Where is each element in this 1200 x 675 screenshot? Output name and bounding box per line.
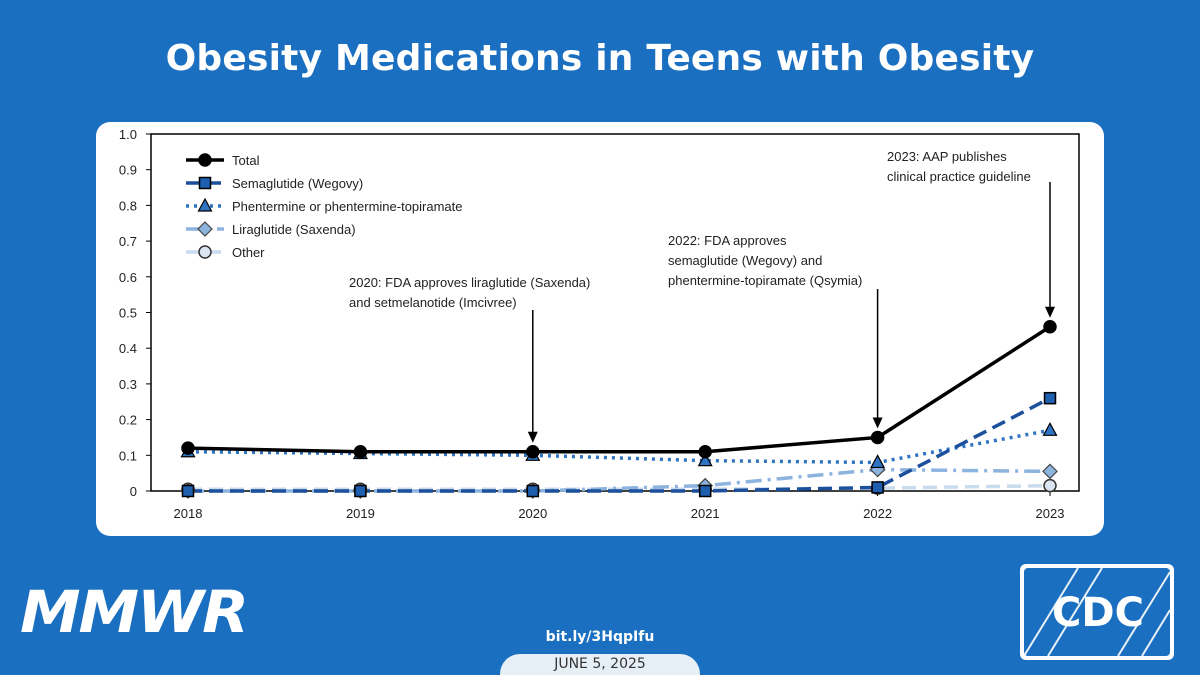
- short-link[interactable]: bit.ly/3HqpIfu: [545, 629, 655, 645]
- x-tick-label: 2022: [863, 506, 892, 521]
- data-point: [870, 454, 886, 469]
- y-tick-label: 0.8: [119, 198, 137, 213]
- legend-marker: [198, 176, 212, 190]
- data-point: [871, 481, 884, 494]
- series-line: [188, 483, 1051, 491]
- page-title: Obesity Medications in Teens with Obesit…: [165, 38, 1035, 79]
- data-point: [353, 444, 368, 459]
- annotation-text: semaglutide (Wegovy) and: [668, 253, 822, 268]
- legend-marker: [198, 153, 212, 167]
- cdc-logo-text: CDC: [1052, 590, 1144, 636]
- data-point: [698, 484, 712, 498]
- x-tick-label: 2019: [346, 506, 375, 521]
- series-line: [188, 467, 1051, 493]
- series-line: [187, 325, 1051, 454]
- annotation-text: 2022: FDA approves: [668, 233, 787, 248]
- annotation-text: 2023: AAP publishes: [887, 149, 1007, 164]
- date-tab: [500, 654, 700, 675]
- legend-label: Phentermine or phentermine-topiramate: [232, 199, 463, 214]
- chart-card: 0 0.1 0.2 0.3 0.4 0.5 0.6 0.7 0.8 0.9 1.0 2018 2019 2…: [96, 122, 1104, 536]
- data-point: [526, 484, 540, 498]
- y-tick-label: 1.0: [119, 127, 137, 142]
- annotation-text: and setmelanotide (Imcivree): [349, 295, 517, 310]
- y-tick-label: 0.9: [119, 163, 137, 178]
- y-tick-label: 0.4: [119, 341, 137, 356]
- series-line: [187, 428, 1051, 465]
- y-tick-label: 0.2: [119, 413, 137, 428]
- annotation-text: phentermine-topiramate (Qsymia): [668, 273, 862, 288]
- line-chart: 0 0.1 0.2 0.3 0.4 0.5 0.6 0.7 0.8 0.9 1.0 2018 2019 2…: [119, 127, 1080, 521]
- y-tick-label: 0.6: [119, 270, 137, 285]
- data-point: [1043, 391, 1057, 405]
- y-tick-label: 0.3: [119, 377, 137, 392]
- y-tick-label: 0.5: [119, 306, 137, 321]
- data-point: [354, 484, 367, 498]
- publication-date: JUNE 5, 2025: [554, 656, 646, 672]
- data-point: [181, 484, 195, 498]
- x-tick-label: 2023: [1036, 506, 1065, 521]
- data-point: [697, 452, 713, 467]
- data-point: [870, 430, 885, 445]
- y-tick-label: 0.7: [119, 234, 137, 249]
- annotation-arrowhead: [1045, 306, 1055, 318]
- data-point: [181, 441, 195, 455]
- legend-marker: [197, 197, 213, 212]
- annotation-text: clinical practice guideline: [887, 169, 1031, 184]
- legend-label: Semaglutide (Wegovy): [232, 176, 363, 191]
- x-tick-label: 2021: [691, 506, 720, 521]
- y-tick-label: 0.1: [119, 448, 137, 463]
- annotation-text: 2020: FDA approves liraglutide (Saxenda): [349, 275, 590, 290]
- data-point: [1042, 463, 1058, 480]
- legend-label: Liraglutide (Saxenda): [232, 222, 356, 237]
- legend-label: Total: [232, 153, 260, 168]
- mmwr-logo: MMWR: [20, 578, 249, 646]
- data-point: [698, 444, 712, 459]
- legend-marker: [197, 221, 213, 237]
- x-tick-label: 2018: [174, 506, 203, 521]
- annotation-arrowhead: [872, 417, 883, 429]
- legend-label: Other: [232, 245, 265, 260]
- series-line: [188, 396, 1051, 493]
- y-tick-label: 0: [130, 484, 137, 499]
- data-point: [526, 444, 540, 459]
- legend-marker: [198, 245, 212, 259]
- data-point: [1043, 320, 1057, 334]
- annotation-arrowhead: [527, 431, 538, 443]
- data-point: [1042, 422, 1058, 436]
- cdc-logo: CDC: [1020, 564, 1174, 660]
- data-point: [1043, 478, 1057, 493]
- x-tick-label: 2020: [518, 506, 547, 521]
